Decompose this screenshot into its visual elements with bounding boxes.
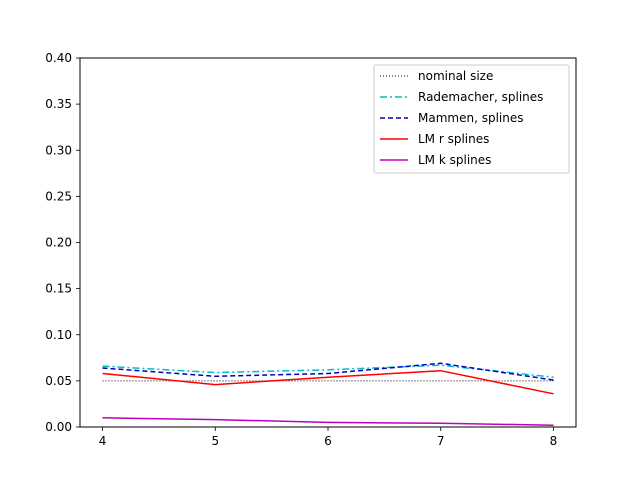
y-tick-label: 0.35 — [45, 97, 72, 111]
x-tick-label: 7 — [437, 434, 445, 448]
legend-box — [373, 64, 570, 174]
y-axis: 0.00 0.05 0.10 0.15 0.20 0.25 0.30 0.35 0.40 — [45, 51, 80, 434]
legend-label-2: Mammen, splines — [418, 111, 523, 125]
series-layer — [102, 362, 554, 426]
legend-label-4: LM k splines — [418, 153, 491, 167]
y-tick-label: 0.40 — [45, 51, 72, 65]
y-tick-label: 0.15 — [45, 282, 72, 296]
y-tick-label: 0.00 — [45, 420, 72, 434]
x-tick-label: 5 — [211, 434, 219, 448]
y-tick-label: 0.10 — [45, 328, 72, 342]
x-tick-label: 8 — [550, 434, 558, 448]
x-axis: 4 5 6 7 8 — [99, 427, 558, 448]
series-line-2 — [102, 362, 554, 381]
y-tick-label: 0.05 — [45, 374, 72, 388]
legend-label-3: LM r splines — [418, 132, 489, 146]
x-tick-label: 4 — [99, 434, 107, 448]
legend-label-0: nominal size — [418, 69, 493, 83]
series-line-3 — [102, 369, 554, 395]
x-tick-label: 6 — [324, 434, 332, 448]
legend-label-1: Rademacher, splines — [418, 90, 543, 104]
legend: nominal size Rademacher, splines Mammen, s… — [373, 64, 570, 174]
y-tick-label: 0.30 — [45, 143, 72, 157]
y-tick-label: 0.20 — [45, 236, 72, 250]
y-tick-label: 0.25 — [45, 189, 72, 203]
series-line-4 — [102, 417, 554, 426]
